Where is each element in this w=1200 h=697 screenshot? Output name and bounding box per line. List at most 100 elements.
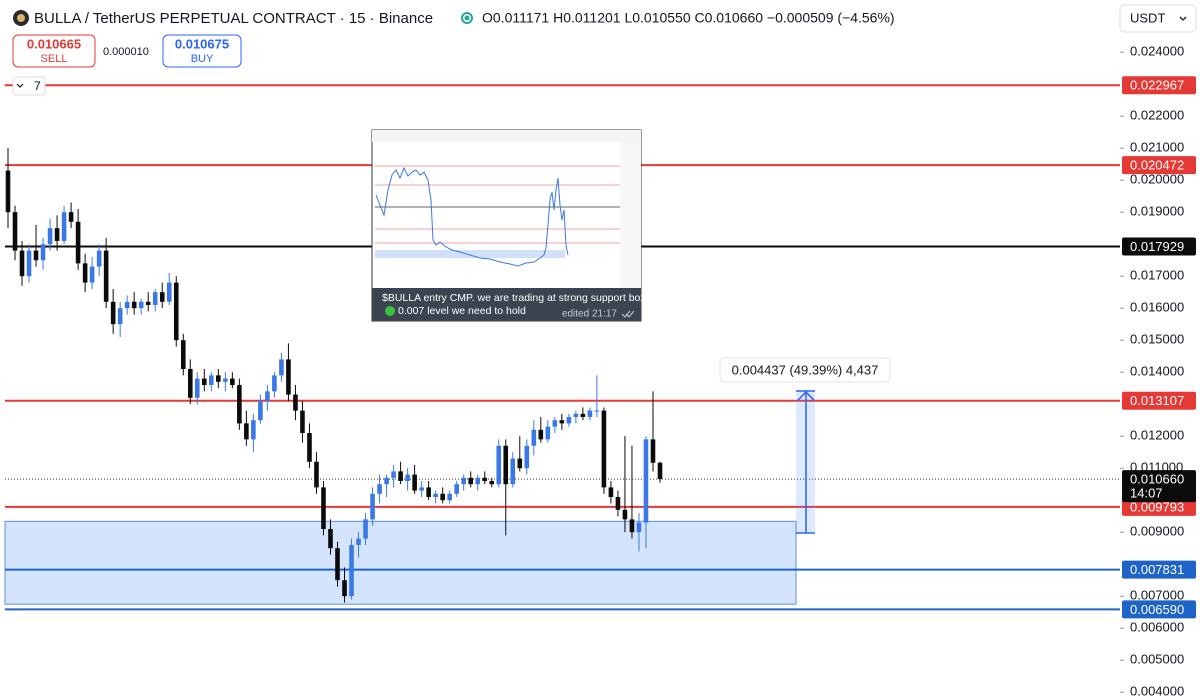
candle-body	[489, 480, 495, 485]
currency-select[interactable]	[1119, 4, 1197, 33]
candle-body	[272, 375, 277, 392]
symbol-logo-inner	[17, 14, 25, 22]
buy-label: BUY	[191, 53, 214, 65]
price-tag	[1122, 600, 1196, 619]
indicators-chevron	[16, 83, 24, 88]
inset-price-line	[375, 166, 569, 267]
price-tag-label: 0.006590	[1130, 602, 1184, 617]
candle-body	[82, 263, 88, 283]
price-tag-label: 0.009793	[1130, 499, 1184, 514]
candle-body	[342, 580, 347, 597]
candle-body	[180, 340, 186, 369]
price-tag-label: 0.007831	[1130, 562, 1184, 577]
candle-body	[496, 445, 502, 485]
candle-body	[405, 474, 410, 481]
candle-body	[629, 519, 635, 533]
y-tick-label: 0.024000	[1130, 44, 1184, 59]
buy-button[interactable]	[162, 34, 242, 68]
candle-body	[468, 477, 474, 485]
support-zone	[4, 520, 797, 605]
candle-body	[194, 378, 200, 398]
candle-body	[482, 477, 488, 481]
price-tag	[1122, 156, 1196, 175]
candle-body	[258, 400, 263, 421]
candle-body	[89, 266, 95, 283]
candle-body	[657, 462, 663, 480]
candle-body	[244, 423, 249, 440]
candle-body	[173, 282, 179, 341]
candle-body	[216, 375, 221, 382]
candle-body	[40, 244, 46, 261]
last-price-tag	[1122, 470, 1196, 503]
candle-body	[594, 410, 600, 412]
ohlc-quote: O0.011171 H0.011201 L0.010550 C0.010660 …	[482, 10, 895, 26]
y-tick-label: 0.006000	[1130, 620, 1184, 635]
candle-body	[622, 509, 628, 520]
candle-body	[580, 413, 586, 417]
candle-body	[475, 477, 481, 485]
buy-price: 0.010675	[175, 36, 229, 51]
price-tag	[1122, 76, 1196, 95]
candle-body	[202, 378, 207, 385]
candle-body	[321, 487, 326, 529]
candle-body	[601, 410, 607, 488]
price-tag	[1122, 560, 1196, 579]
candle-body	[33, 250, 39, 261]
candle-body	[370, 493, 375, 520]
y-tick-label: 0.007000	[1130, 588, 1184, 603]
currency-label: USDT	[1130, 10, 1165, 25]
inset-caption: $BULLA entry CMP. we are trading at stro…	[382, 292, 649, 304]
candle-body	[643, 439, 649, 523]
candle-body	[335, 548, 340, 581]
sell-button[interactable]	[12, 34, 96, 68]
candle-body	[412, 474, 417, 491]
candle-body	[363, 519, 368, 539]
candle-body	[47, 228, 53, 245]
candle-body	[566, 416, 572, 424]
candle-body	[391, 471, 396, 478]
candle-body	[223, 378, 228, 382]
candle-body	[131, 301, 137, 309]
inset-note: 0.007 level we need to hold	[398, 305, 526, 317]
sell-label: SELL	[41, 53, 68, 65]
candle-body	[237, 384, 242, 424]
symbol-title: BULLA / TetherUS PERPETUAL CONTRACT · 15…	[34, 10, 433, 27]
inset-header	[372, 130, 641, 142]
inset-green-dot	[385, 306, 395, 316]
last-price-label: 0.010660	[1130, 472, 1184, 487]
candle-body	[166, 282, 172, 302]
candle-body	[124, 301, 130, 309]
y-tick-label: 0.009000	[1130, 524, 1184, 539]
y-tick-label: 0.020000	[1130, 172, 1184, 187]
inset-caption-box	[372, 288, 641, 321]
candle-body	[510, 458, 516, 485]
indicators-count: 7	[34, 79, 41, 93]
candle-body	[159, 292, 165, 302]
candle-body	[279, 359, 284, 376]
price-tag-label: 0.020472	[1130, 158, 1184, 173]
candle-body	[307, 432, 312, 462]
candle-body	[538, 429, 544, 440]
candle-body	[286, 359, 291, 395]
candle-body	[517, 458, 523, 469]
price-tag	[1122, 497, 1196, 516]
candle-body	[75, 221, 81, 264]
candle-body	[608, 487, 614, 497]
candle-body	[19, 250, 25, 277]
y-tick-label: 0.021000	[1130, 140, 1184, 155]
candle-body	[117, 308, 123, 325]
indicators-toggle[interactable]	[12, 76, 46, 96]
price-tag	[1122, 391, 1196, 410]
price-tag	[1122, 237, 1196, 256]
candle-body	[573, 413, 579, 417]
y-tick-label: 0.015000	[1130, 332, 1184, 347]
candle-body	[230, 378, 235, 385]
candle-body	[615, 496, 621, 510]
y-tick-label: 0.004000	[1130, 684, 1184, 697]
candle-body	[426, 487, 431, 497]
y-tick-label: 0.017000	[1130, 268, 1184, 283]
candle-body	[384, 477, 389, 485]
price-tag-label: 0.022967	[1130, 78, 1184, 93]
